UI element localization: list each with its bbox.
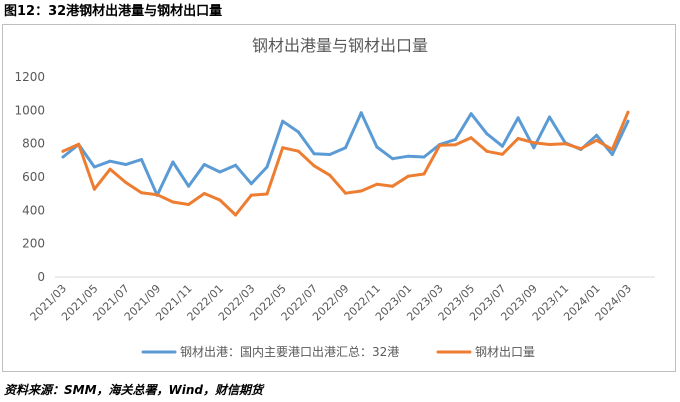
series-1-point <box>422 155 426 159</box>
series-1-point <box>140 158 143 161</box>
series-2-point <box>218 198 222 202</box>
x-axis-tick-labels: 2021/032021/052021/072021/092021/112022/… <box>28 282 635 324</box>
chart-frame <box>2 24 676 372</box>
series-2-point <box>281 146 285 150</box>
series-1-point <box>359 111 363 115</box>
legend: 钢材出港：国内主要港口出港汇总：32港 钢材出口量 <box>141 345 535 359</box>
series-2-point <box>312 164 316 168</box>
series-1-point <box>234 163 238 167</box>
series-2-point <box>469 136 473 140</box>
series-1-point <box>249 182 253 186</box>
series-2-point <box>438 143 442 147</box>
series-2-point <box>626 110 630 114</box>
series-1-point <box>108 159 112 163</box>
series-1-point <box>218 170 222 174</box>
series-1-point <box>265 165 269 169</box>
series-2-point <box>485 149 489 153</box>
series-1-point <box>61 155 65 159</box>
y-tick-label: 0 <box>37 270 45 284</box>
series-1-point <box>171 160 175 164</box>
series-2-point <box>610 148 614 151</box>
figure-caption: 图12：32港钢材出港量与钢材出口量 <box>4 4 223 19</box>
legend-label-series-2: 钢材出口量 <box>475 345 535 359</box>
series-2-point <box>375 182 379 186</box>
series-2-point <box>249 193 253 197</box>
series-1-point <box>328 153 332 156</box>
series-2-point <box>140 191 143 195</box>
series-1-point <box>516 116 520 120</box>
series-2-point <box>92 187 96 191</box>
series-2-point <box>391 184 395 188</box>
series-1-point <box>548 115 551 119</box>
series-1-point <box>626 119 630 123</box>
y-tick-label: 1200 <box>14 70 45 84</box>
series-2-point <box>406 174 410 178</box>
y-tick-label: 600 <box>22 170 45 184</box>
y-tick-label: 800 <box>22 137 45 151</box>
series-2-point <box>344 191 347 195</box>
series-1-point <box>312 152 316 156</box>
y-axis-tick-labels: 0 200 400 600 800 1000 1200 <box>14 70 45 284</box>
series-2-point <box>124 181 128 184</box>
series-2-point <box>595 138 599 142</box>
series-1-point <box>610 153 614 156</box>
y-tick-label: 1000 <box>14 103 45 117</box>
series-1-point <box>92 165 96 169</box>
series-1-point <box>453 138 457 141</box>
series-1-point <box>595 133 599 137</box>
series-line-1 <box>61 111 630 197</box>
series-2-point <box>265 192 269 196</box>
series-2-point <box>108 167 112 171</box>
series-1-point <box>469 112 473 116</box>
y-tick-label: 200 <box>22 237 45 251</box>
legend-item-series-1: 钢材出港：国内主要港口出港汇总：32港 <box>141 345 399 359</box>
legend-label-series-1: 钢材出港：国内主要港口出港汇总：32港 <box>180 345 399 359</box>
series-2-point <box>77 142 81 146</box>
series-2-point <box>61 149 65 153</box>
y-tick-label: 400 <box>22 203 45 217</box>
series-1-point <box>344 146 347 150</box>
legend-item-series-2: 钢材出口量 <box>436 345 535 359</box>
series-1-point <box>532 146 536 150</box>
source-note: 资料来源：SMM，海关总署，Wind，财信期货 <box>4 383 264 397</box>
series-2-point <box>328 173 332 177</box>
series-layer <box>61 110 630 217</box>
chart-title: 钢材出港量与钢材出口量 <box>252 36 428 55</box>
series-1-point <box>281 119 285 123</box>
series-1-point <box>391 157 395 161</box>
series-1-point <box>124 163 128 166</box>
series-2-point <box>579 147 583 151</box>
series-2-point <box>563 142 567 146</box>
series-2-point <box>234 213 238 217</box>
series-2-point <box>548 143 551 146</box>
series-2-point <box>187 203 191 206</box>
series-1-point <box>296 130 300 134</box>
series-2-point <box>532 141 536 145</box>
series-1-point <box>485 132 489 136</box>
series-2-point <box>500 152 504 156</box>
series-1-point <box>202 163 206 166</box>
series-2-point <box>171 200 175 204</box>
series-2-point <box>202 192 206 195</box>
series-1-point <box>375 145 379 149</box>
series-1-point <box>500 144 504 148</box>
series-2-point <box>155 193 159 197</box>
series-2-point <box>296 149 300 153</box>
series-2-point <box>422 172 426 176</box>
series-1-point <box>406 154 410 158</box>
series-2-point <box>516 137 520 140</box>
series-1-point <box>187 184 191 188</box>
series-2-point <box>453 143 457 147</box>
series-2-point <box>359 189 363 193</box>
